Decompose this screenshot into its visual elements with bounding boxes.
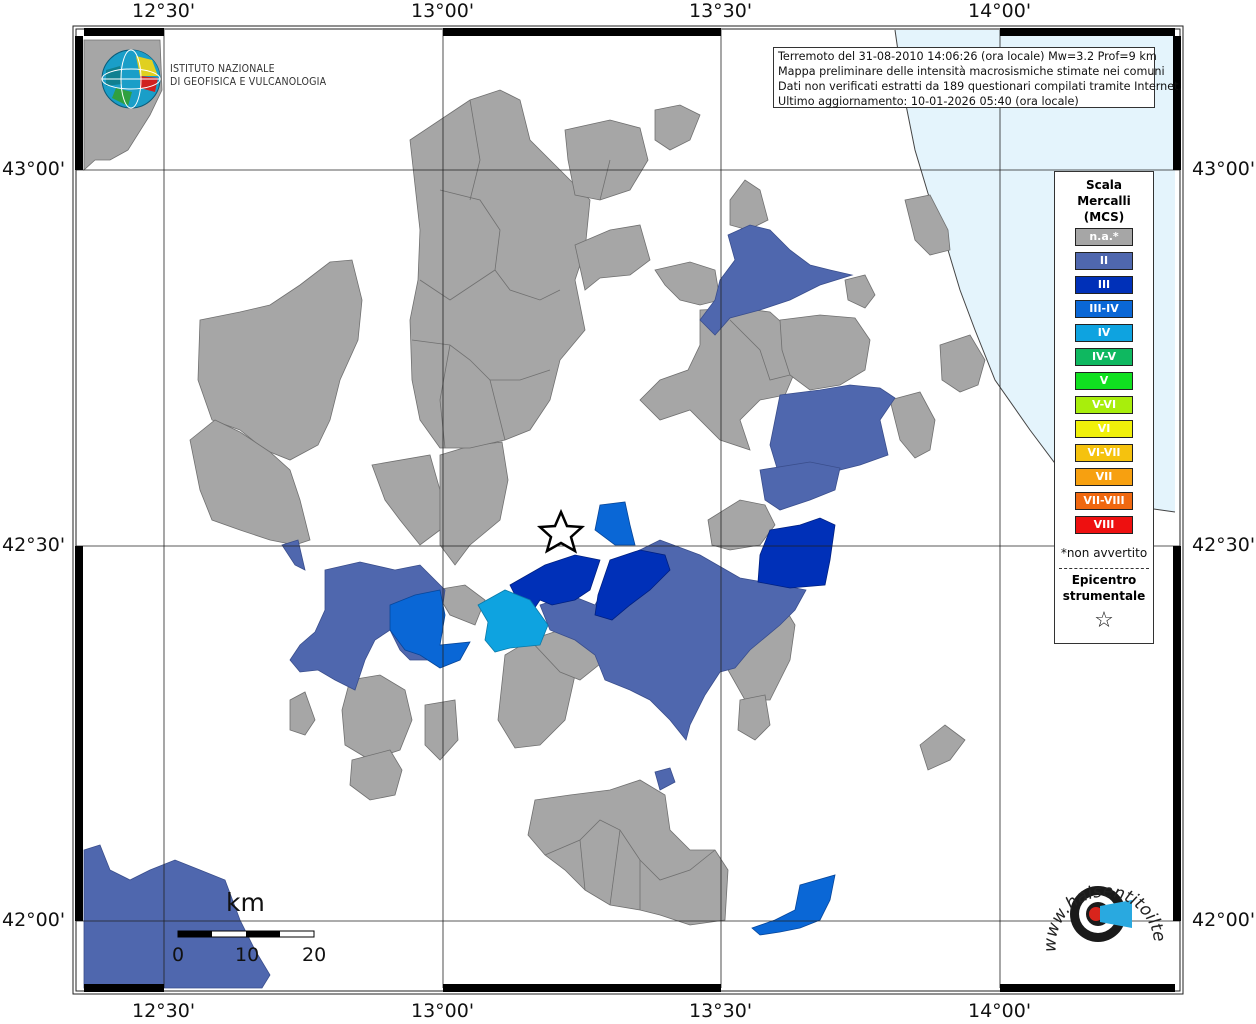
legend-swatch: III-IV	[1075, 300, 1133, 318]
municipality-III	[757, 517, 836, 589]
legend-epicenter-line: Epicentro	[1071, 573, 1137, 587]
municipality-II	[759, 461, 841, 511]
municipality-na	[189, 419, 311, 546]
legend-swatch: IV-V	[1075, 348, 1133, 366]
municipality-na	[844, 274, 876, 309]
municipality-na	[371, 454, 441, 546]
scale-unit: km	[226, 888, 265, 917]
municipality-II	[83, 844, 271, 989]
lat-label-left: 43°00'	[2, 158, 66, 180]
legend-swatch: V-VI	[1075, 396, 1133, 414]
legend-title-line: Mercalli	[1077, 194, 1131, 208]
municipality-na	[654, 261, 721, 306]
lon-label-top: 13°00'	[411, 0, 475, 22]
legend-epicenter-line: strumentale	[1062, 589, 1146, 603]
legend-star-icon: ☆	[1094, 608, 1114, 633]
municipality-na	[424, 699, 459, 761]
municipality-na	[737, 694, 771, 741]
legend-epicenter-label: Epicentro strumentale	[1055, 572, 1153, 604]
graticule	[76, 30, 1180, 988]
legend-swatch: IV	[1075, 324, 1133, 342]
lon-label-bottom: 14°00'	[968, 1000, 1032, 1022]
legend-swatch: III	[1075, 276, 1133, 294]
legend-swatch: VI-VII	[1075, 444, 1133, 462]
lon-label-top: 13°30'	[689, 0, 753, 22]
lon-label-bottom: 13°30'	[689, 1000, 753, 1022]
municipal-borders	[411, 99, 791, 910]
municipality-III	[594, 549, 671, 621]
legend-title: Scala Mercalli (MCS)	[1055, 177, 1153, 225]
municipality-na	[729, 179, 769, 231]
scale-tick-label: 20	[302, 944, 327, 966]
lon-label-top: 12°30'	[132, 0, 196, 22]
municipality-na	[197, 259, 363, 461]
municipality-na	[904, 194, 951, 256]
municipality-na	[939, 334, 986, 393]
municipality-na	[409, 89, 591, 449]
legend-title-line: Scala	[1085, 178, 1123, 192]
ingv-name: ISTITUTO NAZIONALE DI GEOFISICA E VULCAN…	[170, 63, 326, 89]
map-frame	[72, 25, 1184, 995]
municipalities-IV	[477, 589, 549, 653]
event-info-line: Ultimo aggiornamento: 10-01-2026 05:40 (…	[778, 95, 1079, 108]
event-info-box: Terremoto del 31-08-2010 14:06:26 (ora l…	[773, 47, 1183, 108]
lon-label-bottom: 12°30'	[132, 1000, 196, 1022]
scale-tick-label: 10	[235, 944, 260, 966]
legend-divider	[1059, 568, 1149, 569]
ingv-name-line: DI GEOFISICA E VULCANOLOGIA	[170, 76, 327, 88]
municipalities-III	[509, 517, 836, 621]
lat-label-left: 42°00'	[2, 909, 66, 931]
municipality-IV	[477, 589, 549, 653]
legend-swatch: V	[1075, 372, 1133, 390]
legend-swatch: VII	[1075, 468, 1133, 486]
municipality-na	[341, 674, 413, 761]
municipality-II	[281, 539, 306, 571]
municipality-na	[289, 691, 316, 736]
intensity-legend: Scala Mercalli (MCS) n.a.* II III III-IV IV I…	[1054, 171, 1154, 644]
ingv-globe-logo	[100, 48, 162, 114]
lat-label-left: 42°30'	[2, 534, 66, 556]
municipalities-not-felt	[83, 39, 986, 926]
municipality-na	[527, 779, 729, 926]
municipality-II	[654, 767, 676, 791]
legend-swatch: VI	[1075, 420, 1133, 438]
municipality-II	[769, 384, 896, 479]
legend-swatch: VII-VIII	[1075, 492, 1133, 510]
municipality-na	[574, 224, 651, 291]
municipalities-III-IV	[389, 501, 836, 936]
event-info-line: Mappa preliminare delle intensità macros…	[778, 65, 1165, 78]
lat-label-right: 43°00'	[1192, 158, 1256, 180]
lon-label-bottom: 13°00'	[411, 1000, 475, 1022]
legend-swatch: II	[1075, 252, 1133, 270]
legend-title-line: (MCS)	[1083, 210, 1125, 224]
lat-label-right: 42°00'	[1192, 909, 1256, 931]
municipality-III-IV	[594, 501, 636, 546]
municipality-na	[889, 391, 936, 459]
lon-label-top: 14°00'	[968, 0, 1032, 22]
epicenter-star-icon	[536, 508, 586, 554]
municipality-na	[439, 441, 509, 566]
municipality-III-IV	[389, 589, 471, 669]
legend-swatch: n.a.*	[1075, 228, 1133, 246]
municipality-na	[919, 724, 966, 771]
municipality-na	[349, 749, 403, 801]
municipality-II	[289, 561, 446, 691]
event-info-line: Dati non verificati estratti da 189 ques…	[778, 80, 1183, 93]
scale-bar	[177, 930, 315, 938]
scale-tick-label: 0	[172, 944, 185, 966]
municipality-na	[779, 314, 871, 391]
event-info-line: Terremoto del 31-08-2010 14:06:26 (ora l…	[778, 50, 1157, 63]
municipality-na	[564, 119, 649, 201]
municipality-III-IV	[751, 874, 836, 936]
ingv-name-line: ISTITUTO NAZIONALE	[170, 63, 275, 75]
lat-label-right: 42°30'	[1192, 534, 1256, 556]
legend-swatch: VIII	[1075, 516, 1133, 534]
municipality-na	[434, 584, 486, 626]
haisentito-logo: www.haisentitoilterremoto.it	[1028, 847, 1170, 986]
legend-note: *non avvertito	[1060, 546, 1148, 560]
municipality-na	[654, 104, 701, 151]
municipality-II	[699, 224, 854, 336]
